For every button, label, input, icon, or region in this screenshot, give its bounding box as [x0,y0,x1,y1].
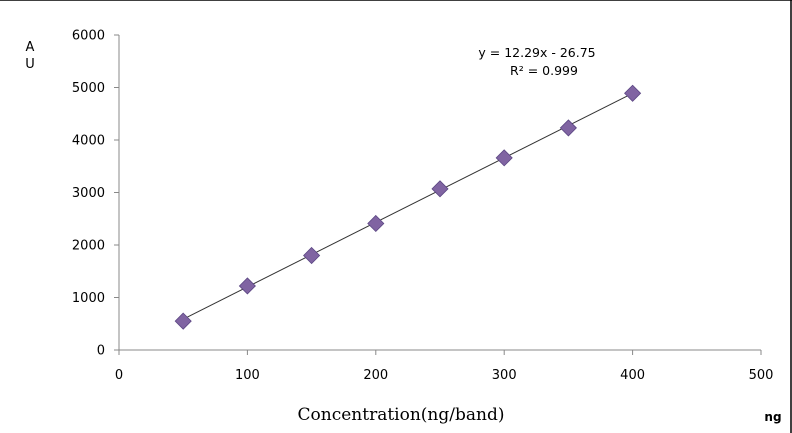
y-tick-label: 1000 [72,291,105,306]
data-points [174,84,642,330]
y-tick-label: 0 [97,344,105,359]
y-tick-label: 5000 [72,81,105,96]
data-point [367,214,385,233]
data-point [495,149,513,167]
r-squared-label: R² = 0.999 [510,63,578,78]
y-axis-label-line-1: A [26,40,35,55]
trendline [182,92,633,320]
data-point [174,312,192,330]
x-tick-label: 300 [492,368,517,383]
x-tick-label: 100 [235,368,260,383]
x-tick-label: 0 [115,368,123,383]
x-tick-label: 500 [749,368,774,383]
y-axis-label-line-2: U [25,57,35,72]
x-tick-label: 400 [620,368,645,383]
x-axis-title: Concentration(ng/band) [298,405,505,425]
trendline-group [182,92,633,320]
data-point [624,84,642,102]
y-tick-label: 4000 [72,134,105,149]
y-tick-label: 3000 [72,186,105,201]
y-tick-label: 2000 [72,239,105,254]
data-point [559,119,577,137]
y-tick-label: 6000 [72,29,105,44]
data-point [238,277,256,295]
x-axis: 0 100 200 300 400 500 [115,349,774,383]
trendline-equation: y = 12.29x - 26.75 [478,45,595,60]
x-axis-unit: ng [764,410,781,424]
x-tick-label: 200 [363,368,388,383]
data-point [303,246,321,265]
y-axis: 0 1000 2000 3000 4000 5000 6000 [72,29,120,359]
data-point [431,180,449,198]
